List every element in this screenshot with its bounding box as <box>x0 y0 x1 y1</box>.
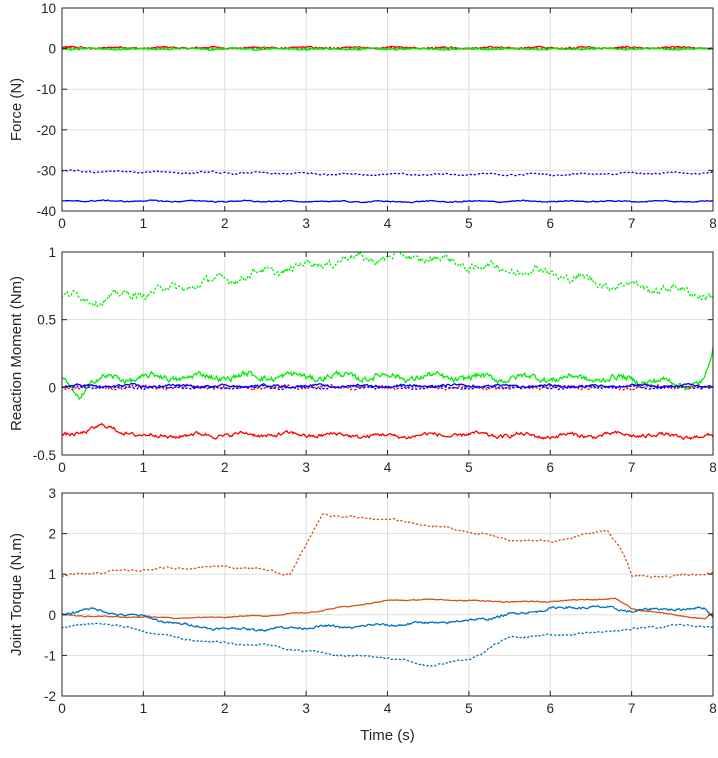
x-tick-label: 4 <box>384 701 392 716</box>
series-line-6 <box>62 422 713 441</box>
x-tick-label: 5 <box>465 460 473 475</box>
x-tick-label: 8 <box>709 216 717 231</box>
series-line-6 <box>62 199 713 204</box>
y-tick-label: -30 <box>36 163 56 178</box>
x-tick-label: 2 <box>221 701 229 716</box>
x-tick-label: 2 <box>221 216 229 231</box>
x-tick-label: 0 <box>58 460 66 475</box>
x-tick-label: 6 <box>546 701 554 716</box>
series-group <box>62 513 713 667</box>
series-line-5 <box>62 384 713 391</box>
series-line-3 <box>62 605 713 632</box>
y-tick-label: 2 <box>48 527 56 542</box>
series-line-1 <box>62 513 713 579</box>
series-line-5 <box>62 169 713 177</box>
y-tick-label: 10 <box>41 1 56 16</box>
x-tick-label: 0 <box>58 701 66 716</box>
y-axis-label: Reaction Moment (Nm) <box>8 276 25 431</box>
x-tick-label: 7 <box>628 701 636 716</box>
y-tick-label: -20 <box>36 123 56 138</box>
y-tick-label: 0 <box>48 380 56 395</box>
y-tick-label: 0 <box>48 608 56 623</box>
x-tick-label: 3 <box>302 460 310 475</box>
y-tick-label: 1 <box>48 567 56 582</box>
x-tick-label: 2 <box>221 460 229 475</box>
y-tick-label: -10 <box>36 82 56 97</box>
series-line-2 <box>62 346 713 401</box>
x-axis-label: Time (s) <box>360 727 414 744</box>
x-tick-label: 5 <box>465 216 473 231</box>
x-tick-label: 6 <box>546 460 554 475</box>
x-tick-label: 3 <box>302 701 310 716</box>
x-tick-label: 0 <box>58 216 66 231</box>
x-tick-label: 7 <box>628 460 636 475</box>
y-tick-label: -0.5 <box>33 448 56 463</box>
x-tick-label: 7 <box>628 216 636 231</box>
panel-1: 0 1 2 3 4 5 6 7 8 -40 -30 -20 -10 0 10 Force (N) <box>8 1 717 231</box>
x-tick-label: 1 <box>140 701 148 716</box>
x-tick-label: 1 <box>140 216 148 231</box>
y-tick-label: -2 <box>44 689 56 704</box>
y-tick-label: 3 <box>48 486 56 501</box>
x-tick-label: 6 <box>546 216 554 231</box>
series-line-2 <box>62 597 713 620</box>
series-line-4 <box>62 382 713 389</box>
x-tick-label: 1 <box>140 460 148 475</box>
y-axis-label: Force (N) <box>8 78 25 141</box>
x-tick-label: 4 <box>384 216 392 231</box>
series-line-4 <box>62 622 713 667</box>
y-tick-label: -40 <box>36 204 56 219</box>
series-group <box>62 45 713 204</box>
y-tick-label: 0.5 <box>37 313 56 328</box>
x-tick-label: 8 <box>709 460 717 475</box>
y-tick-label: -1 <box>44 648 56 663</box>
y-axis-label: Joint Torque (N.m) <box>8 533 25 656</box>
series-line-2 <box>62 46 713 51</box>
x-tick-label: 4 <box>384 460 392 475</box>
y-tick-label: 1 <box>48 245 56 260</box>
x-tick-label: 3 <box>302 216 310 231</box>
y-tick-label: 0 <box>48 42 56 57</box>
x-tick-label: 5 <box>465 701 473 716</box>
series-line-3 <box>62 46 713 52</box>
panel-3: 0 1 2 3 4 5 6 7 8 -2 -1 0 1 2 3 Joint Torque (N.m) Time … <box>8 486 717 744</box>
x-tick-label: 8 <box>709 701 717 716</box>
